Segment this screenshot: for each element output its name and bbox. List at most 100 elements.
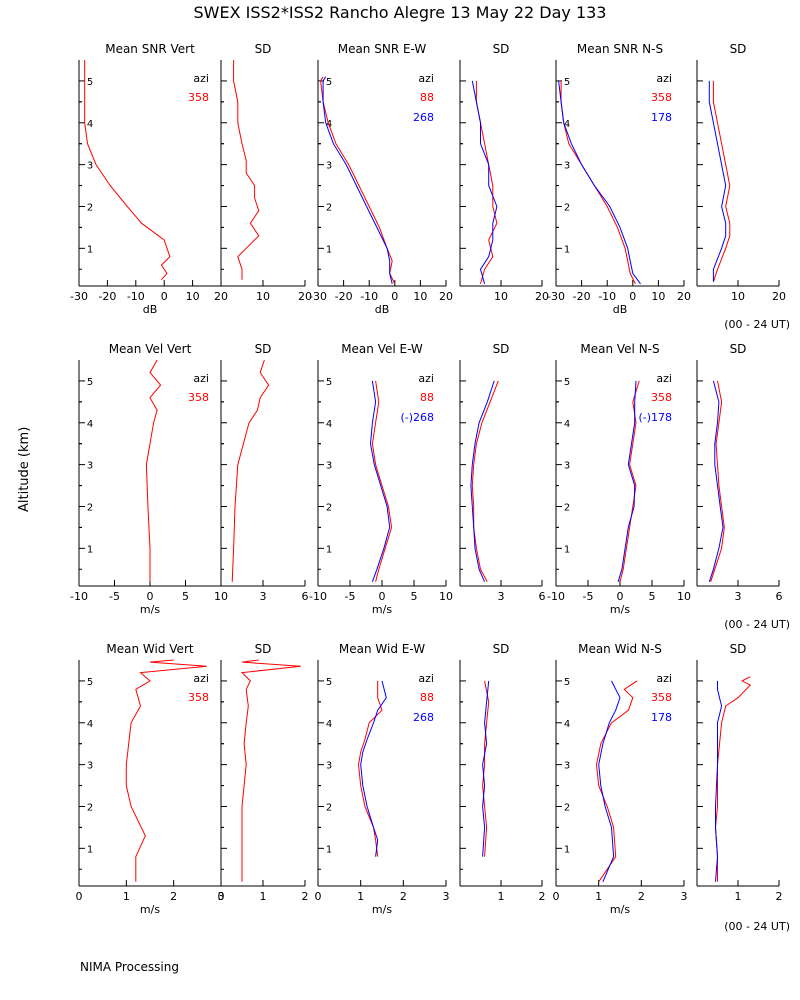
panel-title-r1-p5: Mean SNR N-S <box>577 42 663 56</box>
x-tick-label-r1-p3--30: -30 <box>309 290 327 303</box>
x-tick-label-r1-p1-20: 20 <box>214 290 228 303</box>
y-tick-label-r2-p1-3: 3 <box>87 461 93 472</box>
x-tick-label-r2-p5-10: 10 <box>677 590 691 603</box>
x-axis-label-r2-p3: m/s <box>372 603 392 616</box>
y-tick-label-r1-p1-1: 1 <box>87 244 93 255</box>
legend-azi-r2-p3: azi <box>418 372 434 385</box>
x-tick-label-r1-p5--30: -30 <box>547 290 565 303</box>
series-line-r3-p6-2 <box>715 680 723 882</box>
panel-title-r3-p3: Mean Wid E-W <box>339 642 425 656</box>
series-line-r1-p6-1 <box>712 80 731 282</box>
legend-azi-r3-p5: azi <box>656 672 672 685</box>
time-range-label-3: (00 - 24 UT) <box>724 920 790 933</box>
x-tick-label-r1-p2-10: 10 <box>256 290 270 303</box>
y-tick-label-r1-p3-5: 5 <box>326 77 332 88</box>
x-tick-label-r3-p4-2: 2 <box>539 890 546 903</box>
x-tick-label-r3-p1-3: 3 <box>218 890 225 903</box>
x-tick-label-r1-p5-10: 10 <box>651 290 665 303</box>
y-tick-label-r2-p1-4: 4 <box>87 419 93 430</box>
series-line-r3-p2-1 <box>240 659 301 882</box>
legend-azi-r1-p1: azi <box>193 72 209 85</box>
x-tick-label-r3-p1-2: 2 <box>170 890 177 903</box>
y-tick-label-r3-p1-4: 4 <box>87 719 93 730</box>
series-line-r3-p3-1 <box>357 680 383 857</box>
x-tick-label-r2-p5--10: -10 <box>547 590 565 603</box>
series-line-r2-p6-1 <box>710 380 725 582</box>
x-tick-label-r3-p3-1: 1 <box>357 890 364 903</box>
x-tick-label-r2-p3-5: 5 <box>411 590 418 603</box>
panel-title-r3-p4: SD <box>493 642 510 656</box>
y-tick-label-r2-p3-1: 1 <box>326 544 332 555</box>
legend-entry-r3-p5-2: 178 <box>651 711 672 724</box>
legend-entry-r1-p5-2: 178 <box>651 111 672 124</box>
legend-entry-r1-p3-1: 88 <box>420 91 434 104</box>
y-tick-label-r1-p1-3: 3 <box>87 161 93 172</box>
x-tick-label-r2-p5-5: 5 <box>649 590 656 603</box>
x-tick-label-r2-p4-3: 3 <box>498 590 505 603</box>
panel-title-r2-p2: SD <box>255 342 272 356</box>
series-line-r3-p4-1 <box>482 680 490 857</box>
series-line-r3-p6-1 <box>714 676 752 882</box>
footer-note: NIMA Processing <box>80 960 179 974</box>
series-line-r2-p3-1 <box>371 380 393 582</box>
x-tick-label-r1-p1--30: -30 <box>70 290 88 303</box>
series-line-r1-p2-1 <box>233 60 260 280</box>
panel-title-r1-p3: Mean SNR E-W <box>338 42 427 56</box>
x-axis-label-r2-p1: m/s <box>140 603 160 616</box>
chart-title: SWEX ISS2*ISS2 Rancho Alegre 13 May 22 D… <box>193 3 607 22</box>
x-tick-label-r1-p1-10: 10 <box>186 290 200 303</box>
y-tick-label-r2-p3-2: 2 <box>326 502 332 513</box>
x-tick-label-r3-p5-0: 0 <box>553 890 560 903</box>
y-tick-label-r1-p1-2: 2 <box>87 202 93 213</box>
y-tick-label-r3-p5-2: 2 <box>564 802 570 813</box>
legend-azi-r1-p5: azi <box>656 72 672 85</box>
panel-title-r2-p6: SD <box>730 342 747 356</box>
y-tick-label-r2-p1-1: 1 <box>87 544 93 555</box>
x-tick-label-r1-p4-10: 10 <box>494 290 508 303</box>
panel-title-r3-p5: Mean Wid N-S <box>578 642 662 656</box>
panel-title-r2-p4: SD <box>493 342 510 356</box>
x-tick-label-r2-p1--5: -5 <box>109 590 120 603</box>
x-tick-label-r3-p3-0: 0 <box>315 890 322 903</box>
x-tick-label-r3-p5-2: 2 <box>638 890 645 903</box>
series-line-r3-p4-2 <box>482 680 490 857</box>
y-tick-label-r3-p5-3: 3 <box>564 761 570 772</box>
panel-title-r1-p6: SD <box>730 42 747 56</box>
x-tick-label-r3-p4-1: 1 <box>498 890 505 903</box>
x-tick-label-r1-p1-0: 0 <box>161 290 168 303</box>
x-tick-label-r2-p4-6: 6 <box>539 590 546 603</box>
x-axis-label-r1-p1: dB <box>143 303 158 316</box>
y-tick-label-r2-p1-5: 5 <box>87 377 93 388</box>
y-tick-label-r3-p5-5: 5 <box>564 677 570 688</box>
x-tick-label-r2-p3--5: -5 <box>345 590 356 603</box>
legend-azi-r2-p1: azi <box>193 372 209 385</box>
x-tick-label-r1-p6-10: 10 <box>731 290 745 303</box>
panel-title-r2-p1: Mean Vel Vert <box>109 342 192 356</box>
y-tick-label-r1-p5-4: 4 <box>564 119 570 130</box>
x-tick-label-r3-p2-1: 1 <box>260 890 267 903</box>
y-tick-label-r2-p3-4: 4 <box>326 419 332 430</box>
x-tick-label-r3-p1-1: 1 <box>123 890 130 903</box>
x-tick-label-r1-p5--20: -20 <box>573 290 591 303</box>
time-range-label-1: (00 - 24 UT) <box>724 318 790 331</box>
x-tick-label-r2-p6-6: 6 <box>776 590 783 603</box>
legend-entry-r2-p3-2: (-)268 <box>400 411 434 424</box>
y-tick-label-r3-p3-1: 1 <box>326 844 332 855</box>
series-line-r2-p6-2 <box>708 380 724 582</box>
y-tick-label-r2-p5-2: 2 <box>564 502 570 513</box>
series-line-r1-p5-1 <box>560 80 636 285</box>
series-line-r2-p2-1 <box>231 359 270 582</box>
y-tick-label-r3-p3-4: 4 <box>326 719 332 730</box>
y-tick-label-r3-p1-2: 2 <box>87 802 93 813</box>
x-tick-label-r2-p1-5: 5 <box>182 590 189 603</box>
y-tick-label-r2-p3-5: 5 <box>326 377 332 388</box>
x-tick-label-r1-p1--10: -10 <box>127 290 145 303</box>
y-tick-label-r3-p3-3: 3 <box>326 761 332 772</box>
series-line-r2-p3-2 <box>369 380 391 582</box>
x-tick-label-r1-p5--10: -10 <box>598 290 616 303</box>
legend-entry-r3-p3-2: 268 <box>413 711 434 724</box>
x-tick-label-r2-p2-6: 6 <box>302 590 309 603</box>
x-tick-label-r1-p6-20: 20 <box>772 290 786 303</box>
x-tick-label-r2-p1--10: -10 <box>70 590 88 603</box>
x-tick-label-r1-p1--20: -20 <box>98 290 116 303</box>
